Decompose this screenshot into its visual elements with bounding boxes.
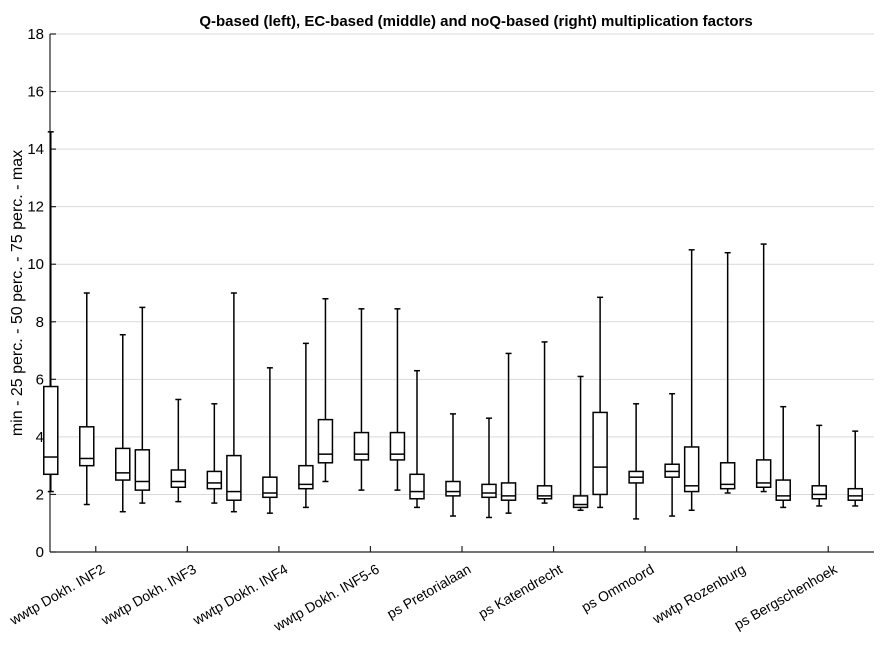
x-tick-label: ps Ommoord [579, 561, 657, 615]
iqr-box [298, 464, 314, 490]
y-tick-label: 6 [36, 371, 44, 388]
y-tick-label: 14 [27, 141, 44, 158]
iqr-box [811, 485, 827, 500]
iqr-box [683, 446, 700, 493]
box-ec-based [262, 367, 278, 514]
iqr-box [43, 385, 59, 476]
x-tick-label: wwtp Dokh. INF3 [98, 561, 199, 629]
box-q-based [775, 405, 791, 509]
iqr-box [572, 495, 589, 509]
gridlines [50, 33, 874, 495]
box-noq-based [115, 333, 131, 513]
y-axis-label: min - 25 perc. - 50 perc. - 75 perc. - m… [9, 150, 26, 436]
iqr-box [536, 485, 553, 500]
box-q-based [500, 352, 517, 514]
box-noq-based [572, 375, 589, 512]
box-noq-based [389, 308, 406, 491]
y-tick-label: 8 [36, 314, 44, 331]
x-tick-label: ps Katendrecht [476, 561, 566, 622]
box-noq-based [481, 417, 497, 519]
iqr-box [115, 447, 131, 481]
box-noq-based [298, 342, 314, 509]
iqr-box [592, 411, 608, 496]
box-q-based [409, 369, 425, 509]
iqr-box [719, 462, 736, 490]
y-tick-label: 0 [36, 544, 44, 561]
iqr-box [79, 426, 95, 467]
box-noq-based [847, 430, 863, 507]
box-q-based [592, 296, 608, 509]
box-ec-based [353, 308, 370, 491]
iqr-box [445, 480, 461, 497]
box-noq-based [664, 392, 680, 517]
box-q-based [683, 249, 700, 512]
iqr-box [206, 470, 223, 490]
box-q-based [317, 298, 334, 483]
x-tick-label: wwtp Dokh. INF2 [6, 561, 107, 629]
y-tick-label: 2 [36, 486, 44, 503]
box-q-based [134, 306, 151, 504]
box-ec-based [170, 398, 187, 503]
iqr-box [389, 431, 406, 461]
x-tick-label: ps Bergschenhoek [731, 560, 840, 632]
y-tick-label: 16 [27, 84, 44, 101]
y-tick-labels: 0 2 4 6 8 10 12 14 16 18 [27, 26, 44, 561]
iqr-box [775, 479, 791, 501]
iqr-box [170, 469, 187, 489]
box-noq-based [755, 243, 772, 493]
box-ec-based [536, 341, 553, 504]
iqr-box [226, 454, 242, 501]
iqr-box [847, 487, 863, 501]
box-q-based [226, 292, 242, 513]
y-tick-label: 10 [27, 256, 44, 273]
box-ec-based [811, 424, 827, 507]
iqr-box [409, 473, 425, 500]
iqr-box [134, 449, 151, 491]
y-tick-label: 4 [36, 429, 44, 446]
boxplots [43, 131, 863, 520]
y-tick-label: 12 [27, 199, 44, 216]
box-noq-based [206, 403, 223, 504]
x-tick-label: ps Pretorialaan [384, 561, 474, 622]
box-ec-based [79, 292, 95, 506]
iqr-box [262, 476, 278, 499]
iqr-box [317, 418, 334, 464]
box-ec-based [719, 251, 736, 494]
y-tick-label: 18 [27, 26, 44, 43]
iqr-box [353, 431, 370, 461]
box-q-based [43, 131, 59, 493]
chart-title: Q-based (left), EC-based (middle) and no… [199, 13, 752, 30]
iqr-box [500, 482, 517, 501]
iqr-box [481, 483, 497, 499]
box-ec-based [445, 413, 461, 517]
box-ec-based [628, 403, 644, 520]
iqr-box [755, 459, 772, 488]
